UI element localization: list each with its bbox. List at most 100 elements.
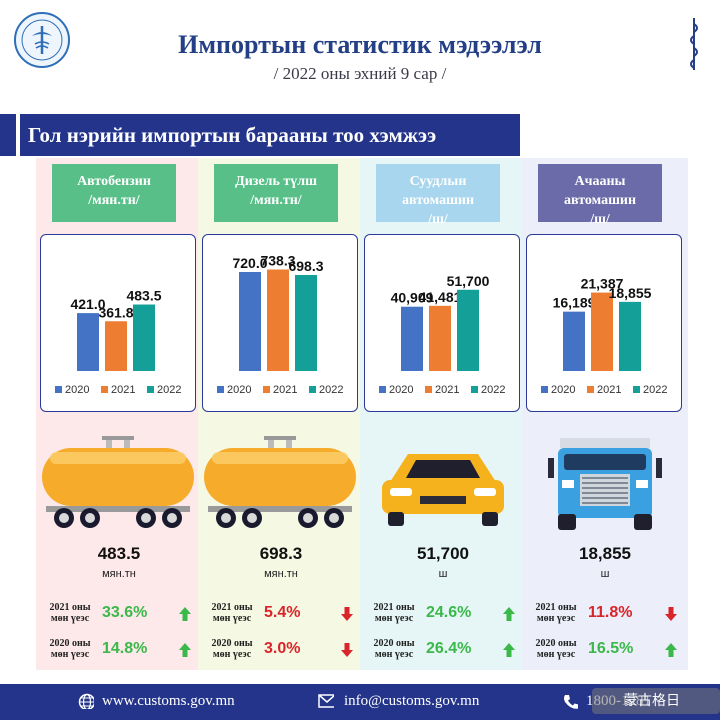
comparison-label: 2020 оны мөн үеэс <box>535 638 577 660</box>
bar-2022 <box>619 301 641 371</box>
arrow-down-icon <box>665 607 677 621</box>
website-link[interactable]: www.customs.gov.mn <box>102 693 235 709</box>
comparison-value: 11.8% <box>588 604 633 621</box>
comparison-label: 2021 оны мөн үеэс <box>535 602 577 624</box>
comparison-label: 2021 оны мөн үеэс <box>49 602 91 624</box>
bar-chart: 16,189 21,387 18,855 2020 2021 2022 <box>526 234 682 412</box>
data-label: 21,387 <box>581 276 624 292</box>
comparison-value: 33.6% <box>102 604 148 621</box>
data-label: 421.0 <box>70 296 105 312</box>
category-label-line: Суудлын <box>409 174 467 189</box>
data-label: 483.5 <box>126 288 161 304</box>
column-1: Автобензин/мян.тн/421.0 361.8 483.5 2020 202… <box>36 158 202 670</box>
column-3: Суудлын автомашин/ш/40,909 41,481 51,700 202… <box>360 158 526 670</box>
legend-label: 2022 <box>157 384 181 396</box>
data-label: 698.3 <box>288 258 323 274</box>
legend-label: 2020 <box>551 384 575 396</box>
comparison-value: 5.4% <box>264 604 301 621</box>
legend-label: 2021 <box>597 384 621 396</box>
data-label: 18,855 <box>609 285 652 301</box>
comparison-label: 2020 оны мөн үеэс <box>211 638 253 660</box>
legend-swatch <box>379 386 386 393</box>
bar-2021 <box>267 269 289 371</box>
email-link[interactable]: info@customs.gov.mn <box>344 693 480 709</box>
total-unit: мян.тн <box>102 568 136 580</box>
section-banner: Гол нэрийн импортын барааны тоо хэмжээ <box>0 114 520 156</box>
comparison-value: 3.0% <box>264 640 301 657</box>
comparison-label: 2020 оны мөн үеэс <box>49 638 91 660</box>
arrow-up-icon <box>179 643 191 657</box>
comparison-label: 2020 оны мөн үеэс <box>373 638 415 660</box>
arrow-up-icon <box>179 607 191 621</box>
arrow-up-icon <box>665 643 677 657</box>
tank-wagon-icon <box>42 436 194 528</box>
car-icon <box>382 454 504 526</box>
legend-swatch <box>309 386 316 393</box>
category-label-line: /мян.тн/ <box>88 193 140 208</box>
tank-wagon-icon <box>204 436 356 528</box>
legend-label: 2022 <box>643 384 667 396</box>
comparison-label: 2021 оны мөн үеэс <box>373 602 415 624</box>
page-subtitle: / 2022 оны эхний 9 сар / <box>273 64 447 83</box>
legend-label: 2020 <box>227 384 251 396</box>
banner-stripe <box>16 114 20 156</box>
category-label-line: автомашин <box>563 193 637 208</box>
total-value: 483.5 <box>97 544 141 563</box>
legend-label: 2020 <box>65 384 89 396</box>
arrow-down-icon <box>341 643 353 657</box>
legend-label: 2021 <box>435 384 459 396</box>
watermark: 蒙古格日 <box>592 688 720 714</box>
legend-swatch <box>147 386 154 393</box>
category-label-line: /ш/ <box>428 212 448 227</box>
category-label: Дизель түлш/мян.тн/ <box>214 164 338 222</box>
comparison-value: 16.5% <box>588 640 634 657</box>
legend-swatch <box>425 386 432 393</box>
data-label: 720.0 <box>232 255 267 271</box>
data-label: 40,909 <box>391 290 434 306</box>
comparison-label: 2021 оны мөн үеэс <box>211 602 253 624</box>
bar-2021 <box>591 292 613 371</box>
arrow-up-icon <box>503 643 515 657</box>
legend-swatch <box>101 386 108 393</box>
mongolian-script-icon <box>684 14 704 74</box>
category-label-line: автомашин <box>401 193 475 208</box>
legend-swatch <box>471 386 478 393</box>
page-title: Импортын статистик мэдээлэл <box>178 30 542 59</box>
legend-swatch <box>263 386 270 393</box>
comparison-value: 26.4% <box>426 640 472 657</box>
category-label-line: Ачааны <box>574 174 626 189</box>
data-label: 41,481 <box>419 289 462 305</box>
bar-2020 <box>239 272 261 371</box>
total-value: 18,855 <box>579 544 631 563</box>
legend-label: 2022 <box>481 384 505 396</box>
total-value: 51,700 <box>417 544 469 563</box>
total-unit: ш <box>438 568 448 580</box>
bar-2020 <box>77 313 99 371</box>
phone-icon <box>564 695 578 709</box>
category-label-line: /мян.тн/ <box>250 193 302 208</box>
legend-swatch <box>217 386 224 393</box>
legend-label: 2021 <box>273 384 297 396</box>
customs-emblem-icon <box>14 12 70 68</box>
category-label: Ачааны автомашин/ш/ <box>538 164 662 227</box>
bar-2022 <box>133 304 155 371</box>
arrow-up-icon <box>503 607 515 621</box>
total-unit: ш <box>600 568 610 580</box>
category-label-line: Автобензин <box>77 174 151 189</box>
category-label-line: /ш/ <box>590 212 610 227</box>
data-label: 16,189 <box>553 295 596 311</box>
globe-icon <box>78 693 94 709</box>
category-label: Автобензин/мян.тн/ <box>52 164 176 222</box>
column-2: Дизель түлш/мян.тн/720.0 738.3 698.3 2020 20… <box>198 158 364 670</box>
bar-2022 <box>295 274 317 371</box>
bar-2020 <box>563 311 585 371</box>
legend-swatch <box>633 386 640 393</box>
bar-2021 <box>105 321 127 371</box>
comparison-value: 14.8% <box>102 640 148 657</box>
truck-icon <box>548 438 662 530</box>
legend-label: 2020 <box>389 384 413 396</box>
